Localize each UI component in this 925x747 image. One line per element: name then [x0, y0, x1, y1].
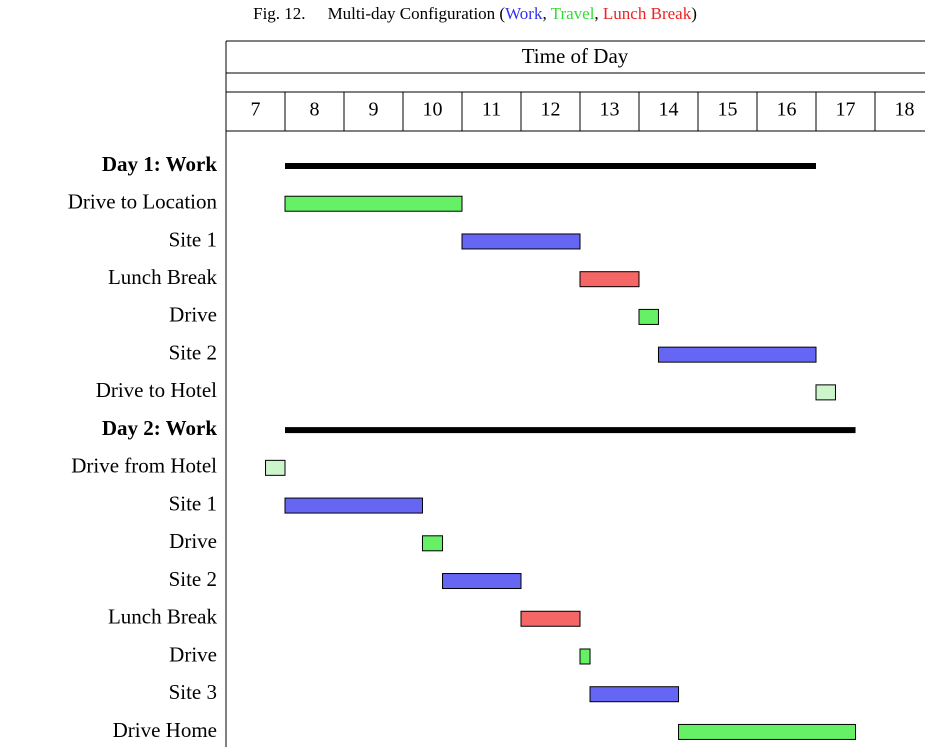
task-bar	[678, 723, 857, 740]
task-label: Drive	[169, 303, 217, 327]
task-bar	[265, 459, 286, 476]
title-part: Travel	[551, 4, 595, 23]
x-tick-label: 11	[482, 99, 501, 121]
summary-bar	[285, 163, 816, 169]
x-tick-label: 12	[541, 99, 561, 121]
title-part: Lunch Break	[603, 4, 692, 23]
task-label: Drive	[169, 642, 217, 666]
task-bar	[284, 497, 423, 514]
task-bar	[589, 686, 680, 703]
title-part: Work	[505, 4, 543, 23]
x-tick-label: 15	[718, 99, 738, 121]
title-part: Multi-day Configuration (	[328, 4, 506, 23]
task-label: Site 2	[169, 567, 217, 591]
task-label: Site 1	[169, 227, 217, 251]
task-label: Drive to Hotel	[96, 378, 217, 402]
task-bar	[638, 308, 659, 325]
x-tick-label: 13	[600, 99, 620, 121]
task-label: Drive	[169, 529, 217, 553]
task-label: Site 3	[169, 680, 217, 704]
task-label: Day 2: Work	[102, 416, 217, 440]
title-part: ,	[594, 4, 603, 23]
x-tick-label: 16	[777, 99, 797, 121]
task-label: Drive to Location	[68, 190, 218, 214]
x-tick-label: 17	[836, 99, 856, 121]
x-tick-label: 18	[895, 99, 915, 121]
task-bar	[579, 271, 640, 288]
summary-bar	[285, 427, 856, 434]
task-label: Drive from Hotel	[71, 454, 217, 478]
x-tick-label: 9	[369, 99, 379, 121]
task-bar	[520, 610, 581, 627]
task-label: Drive Home	[113, 718, 217, 742]
x-tick-label: 10	[423, 99, 443, 121]
axis-title: Time of Day	[522, 44, 629, 68]
chart-title: Fig. 12. Multi-day Configuration (Work, T…	[253, 4, 697, 23]
task-bar	[284, 195, 463, 212]
task-bar	[442, 573, 522, 590]
x-tick-label: 14	[659, 99, 679, 121]
title-part: ,	[542, 4, 550, 23]
x-tick-label: 8	[310, 99, 320, 121]
task-bar	[579, 648, 591, 665]
task-label: Site 1	[169, 491, 217, 515]
task-bar	[421, 535, 444, 552]
caption-label: Fig. 12.	[253, 4, 305, 23]
task-label: Lunch Break	[108, 265, 218, 289]
task-label: Site 2	[169, 340, 217, 364]
task-bar	[461, 233, 581, 250]
task-bar	[657, 346, 817, 363]
task-bar	[815, 384, 836, 401]
task-label: Day 1: Work	[102, 152, 217, 176]
title-part: )	[691, 4, 697, 23]
task-label: Lunch Break	[108, 605, 218, 629]
x-tick-label: 7	[251, 99, 261, 121]
